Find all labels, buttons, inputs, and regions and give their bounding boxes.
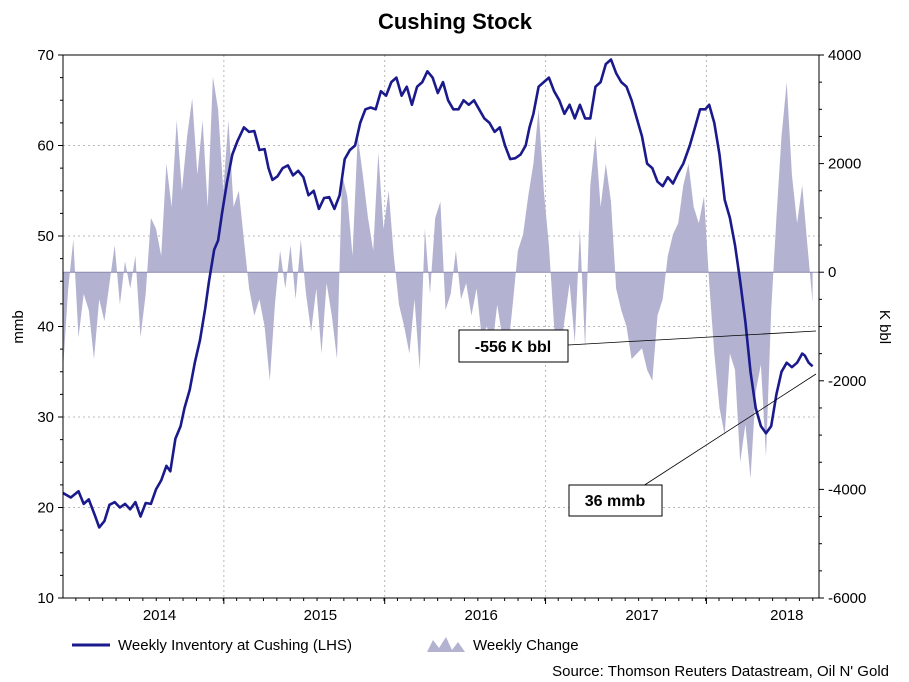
weekly-change-area xyxy=(63,76,813,479)
y-axis-right-label: K bbl xyxy=(876,310,893,344)
y-right-tick-label: -4000 xyxy=(828,481,866,498)
x-tick-label: 2016 xyxy=(465,607,498,624)
y-right-tick-label: 2000 xyxy=(828,156,861,173)
y-left-tick-label: 60 xyxy=(37,138,54,155)
y-left-tick-label: 40 xyxy=(37,319,54,336)
x-axis: 2014 2015 2016 2017 2018 xyxy=(75,598,814,624)
y-axis-right: -6000 -4000 -2000 0 2000 4000 xyxy=(819,47,866,607)
annotation-inventory-box xyxy=(568,484,663,517)
weekly-change-fill xyxy=(63,76,813,479)
annotation-inventory-text: 36 mmb xyxy=(585,493,646,510)
annotation-weekly-change-box xyxy=(458,329,569,363)
inventory-line xyxy=(62,58,814,529)
legend-line-label: Weekly Inventory at Cushing (LHS) xyxy=(118,637,352,654)
annotation-inventory: 36 mmb xyxy=(568,373,817,517)
annotation-weekly-change-leader xyxy=(567,330,817,346)
y-right-tick-label: -2000 xyxy=(828,373,866,390)
x-tick-label: 2018 xyxy=(770,607,803,624)
annotation-inventory-leader xyxy=(642,373,817,487)
y-left-tick-label: 50 xyxy=(37,228,54,245)
legend-area-label: Weekly Change xyxy=(473,637,579,654)
x-tick-label: 2017 xyxy=(625,607,658,624)
x-tick-label: 2015 xyxy=(304,607,337,624)
y-left-tick-label: 20 xyxy=(37,500,54,517)
y-right-tick-label: 0 xyxy=(828,264,836,281)
chart-title: Cushing Stock xyxy=(378,9,533,34)
inventory-polyline xyxy=(62,58,814,529)
annotation-weekly-change-text: -556 K bbl xyxy=(475,339,551,356)
source-note: Source: Thomson Reuters Datastream, Oil … xyxy=(552,663,889,680)
legend: Weekly Inventory at Cushing (LHS) Weekly… xyxy=(72,637,579,654)
y-axis-left-label: mmb xyxy=(10,310,27,343)
x-tick-label: 2014 xyxy=(143,607,176,624)
y-axis-left: 10 20 30 40 50 60 70 xyxy=(37,47,63,607)
annotation-weekly-change: -556 K bbl xyxy=(458,329,817,363)
y-left-tick-label: 70 xyxy=(37,47,54,64)
y-right-tick-label: -6000 xyxy=(828,590,866,607)
legend-area-swatch xyxy=(427,637,465,652)
y-left-tick-label: 30 xyxy=(37,409,54,426)
y-left-tick-label: 10 xyxy=(37,590,54,607)
y-right-tick-label: 4000 xyxy=(828,47,861,64)
